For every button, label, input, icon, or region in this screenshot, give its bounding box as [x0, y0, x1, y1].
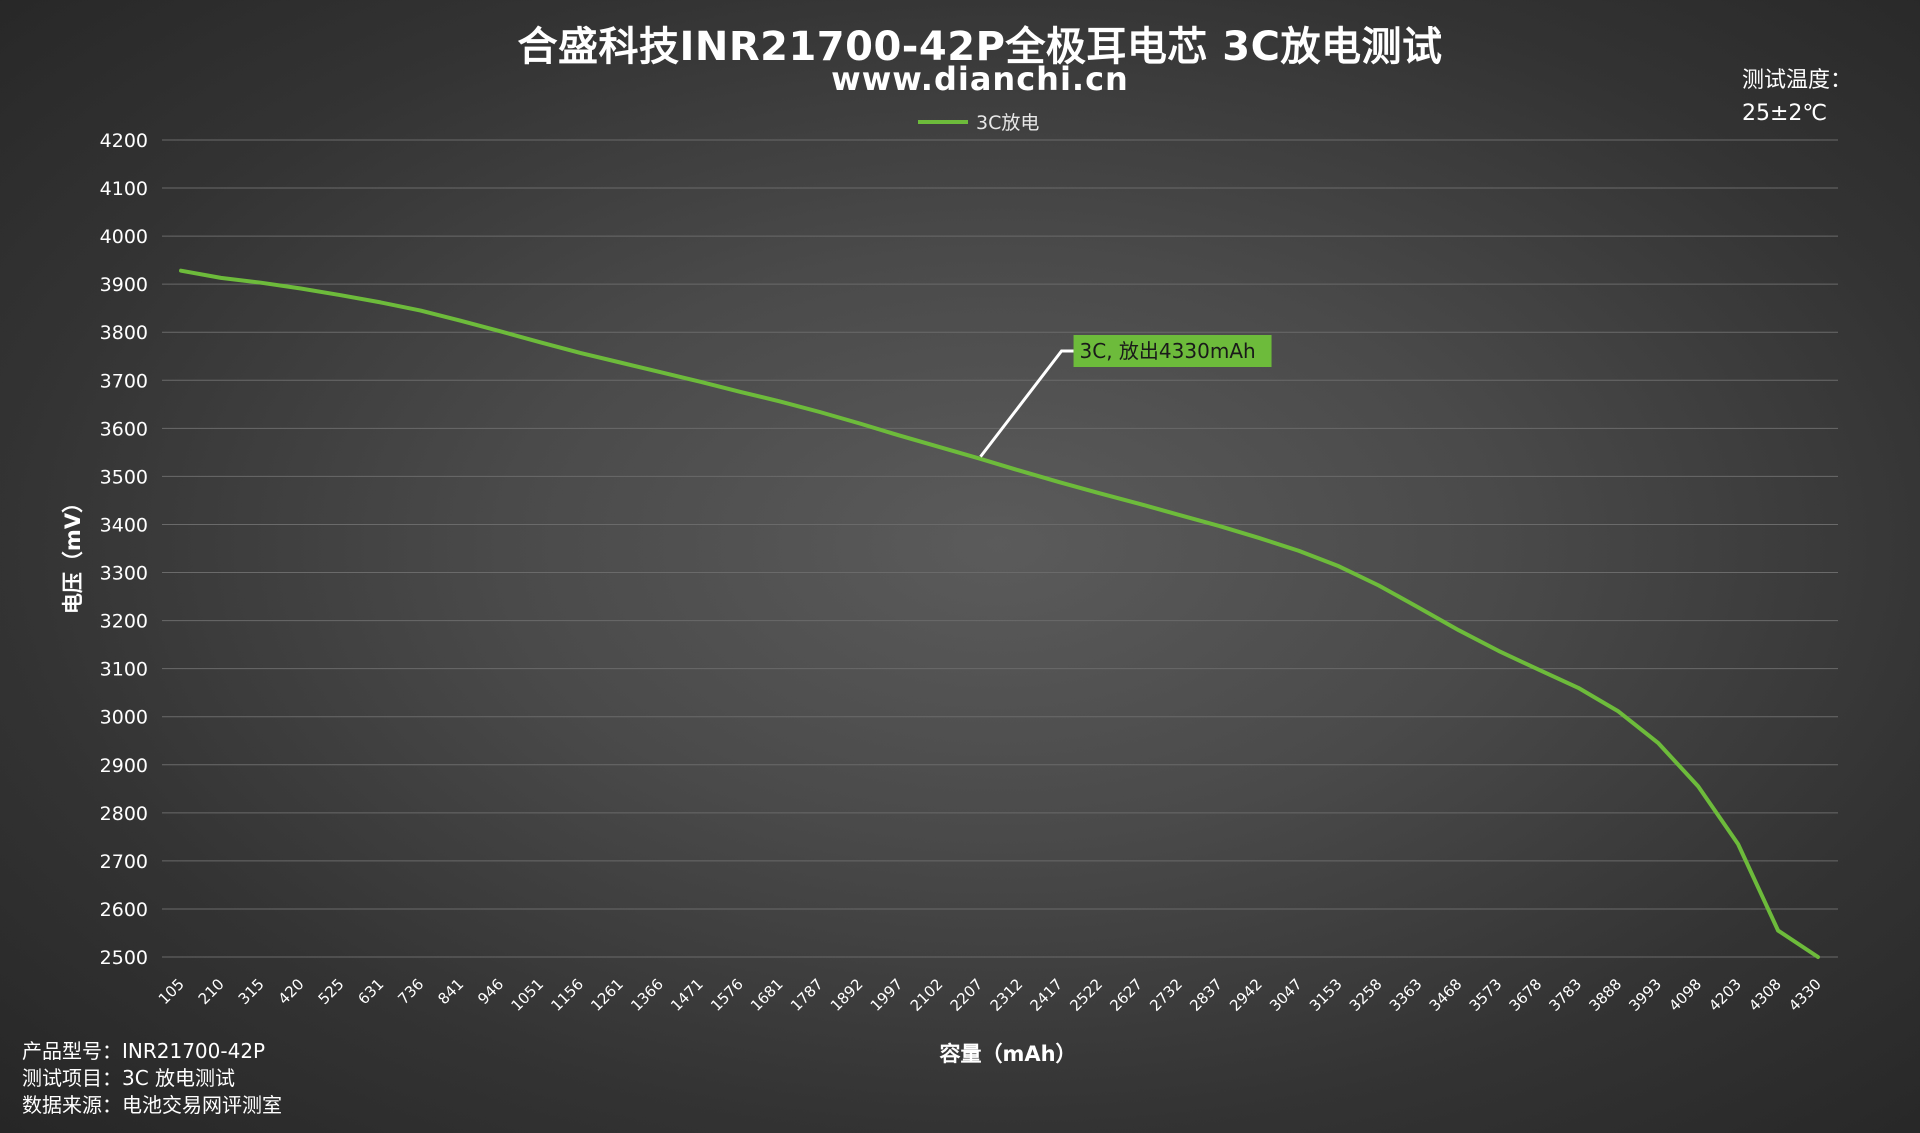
annotation-box — [1073, 335, 1272, 367]
x-tick-label: 3678 — [1506, 975, 1546, 1015]
x-tick-label: 3153 — [1306, 975, 1346, 1015]
x-tick-label: 1261 — [587, 975, 627, 1015]
x-tick-label: 3573 — [1466, 975, 1506, 1015]
y-tick-label: 4100 — [100, 178, 148, 200]
x-tick-label: 105 — [155, 975, 188, 1008]
y-tick-label: 3600 — [100, 418, 148, 440]
y-tick-label: 3100 — [100, 659, 148, 681]
annotation-group: 3C, 放出4330mAh — [979, 335, 1272, 458]
info-source: 数据来源：电池交易网评测室 — [22, 1093, 282, 1117]
y-tick-label: 3700 — [100, 370, 148, 392]
annotation-leader — [979, 349, 1074, 458]
x-tick-label: 3888 — [1585, 975, 1625, 1015]
y-tick-label: 2600 — [100, 899, 148, 921]
x-tick-label: 1576 — [707, 975, 747, 1015]
x-tick-label: 2207 — [947, 975, 987, 1015]
y-tick-label: 4000 — [100, 226, 148, 248]
x-tick-label: 4098 — [1665, 975, 1705, 1015]
series-line — [179, 268, 1820, 959]
x-tick-label: 3993 — [1625, 975, 1665, 1015]
y-tick-label: 3200 — [100, 611, 148, 633]
info-model: 产品型号：INR21700-42P — [22, 1039, 266, 1063]
x-tick-label: 1681 — [747, 975, 787, 1015]
x-tick-label: 2312 — [987, 975, 1027, 1015]
legend: 3C放电 — [918, 108, 1039, 135]
x-tick-label: 2942 — [1226, 975, 1266, 1015]
x-tick-label: 1471 — [667, 975, 707, 1015]
x-tick-label: 4203 — [1705, 975, 1745, 1015]
x-tick-label: 210 — [195, 975, 228, 1008]
y-axis-title: 电压（mV） — [61, 492, 85, 614]
x-tick-label: 841 — [434, 975, 467, 1008]
x-tick-label: 3258 — [1346, 975, 1386, 1015]
y-tick-label: 3500 — [100, 466, 148, 488]
x-tick-label: 1997 — [867, 975, 907, 1015]
y-axis-ticks: 4200 4100 4000 3900 3800 3700 3600 3500 3400 3300… — [100, 130, 148, 969]
x-tick-label: 2627 — [1106, 975, 1146, 1015]
x-tick-label: 946 — [474, 975, 507, 1008]
x-axis-ticks: 105 210 315 420 525 631 736 841 946 1051 1156 1261 1… — [155, 975, 1825, 1015]
legend-label: 3C放电 — [976, 112, 1040, 134]
x-axis-title: 容量（mAh） — [939, 1042, 1076, 1066]
y-tick-label: 4200 — [100, 130, 148, 152]
y-tick-label: 3400 — [100, 514, 148, 536]
y-tick-label: 2900 — [100, 755, 148, 777]
x-tick-label: 2732 — [1146, 975, 1186, 1015]
x-tick-label: 4308 — [1745, 975, 1785, 1015]
y-tick-label: 2700 — [100, 851, 148, 873]
series-group — [179, 268, 1820, 959]
x-tick-label: 4330 — [1785, 975, 1825, 1015]
x-tick-label: 1156 — [547, 975, 587, 1015]
y-tick-label: 3800 — [100, 322, 148, 344]
y-tick-label: 2800 — [100, 803, 148, 825]
info-block: 产品型号：INR21700-42P 测试项目：3C 放电测试 数据来源：电池交易… — [22, 1038, 282, 1119]
x-tick-label: 2417 — [1026, 975, 1066, 1015]
temperature-label: 测试温度： — [1742, 68, 1853, 93]
x-tick-label: 1051 — [507, 975, 547, 1015]
x-tick-label: 2522 — [1066, 975, 1106, 1015]
y-tick-label: 3000 — [100, 707, 148, 729]
temperature-note: 测试温度： 25±2℃ — [1742, 64, 1852, 130]
x-tick-label: 3783 — [1546, 975, 1586, 1015]
x-tick-label: 1787 — [787, 975, 827, 1015]
x-tick-label: 3047 — [1266, 975, 1306, 1015]
x-tick-label: 2837 — [1186, 975, 1226, 1015]
y-tick-label: 2500 — [100, 947, 148, 969]
annotation-label: 3C, 放出4330mAh — [1080, 339, 1256, 363]
y-tick-label: 3300 — [100, 563, 148, 585]
x-tick-label: 315 — [235, 975, 268, 1008]
y-tick-label: 3900 — [100, 274, 148, 296]
x-tick-label: 736 — [394, 975, 427, 1008]
x-tick-label: 3363 — [1386, 975, 1426, 1015]
x-tick-label: 2102 — [907, 975, 947, 1015]
x-tick-label: 525 — [315, 975, 348, 1008]
x-tick-label: 631 — [354, 975, 387, 1008]
x-tick-label: 3468 — [1426, 975, 1466, 1015]
x-tick-label: 420 — [275, 975, 308, 1008]
chart-subtitle: www.dianchi.cn — [831, 60, 1129, 98]
x-tick-label: 1892 — [827, 975, 867, 1015]
info-test-item: 测试项目：3C 放电测试 — [22, 1066, 236, 1090]
temperature-value: 25±2℃ — [1742, 101, 1828, 126]
gridlines — [162, 139, 1838, 958]
chart-title: 合盛科技INR21700-42P全极耳电芯 3C放电测试 — [517, 24, 1443, 70]
x-tick-label: 1366 — [627, 975, 667, 1015]
legend-swatch — [918, 119, 968, 124]
